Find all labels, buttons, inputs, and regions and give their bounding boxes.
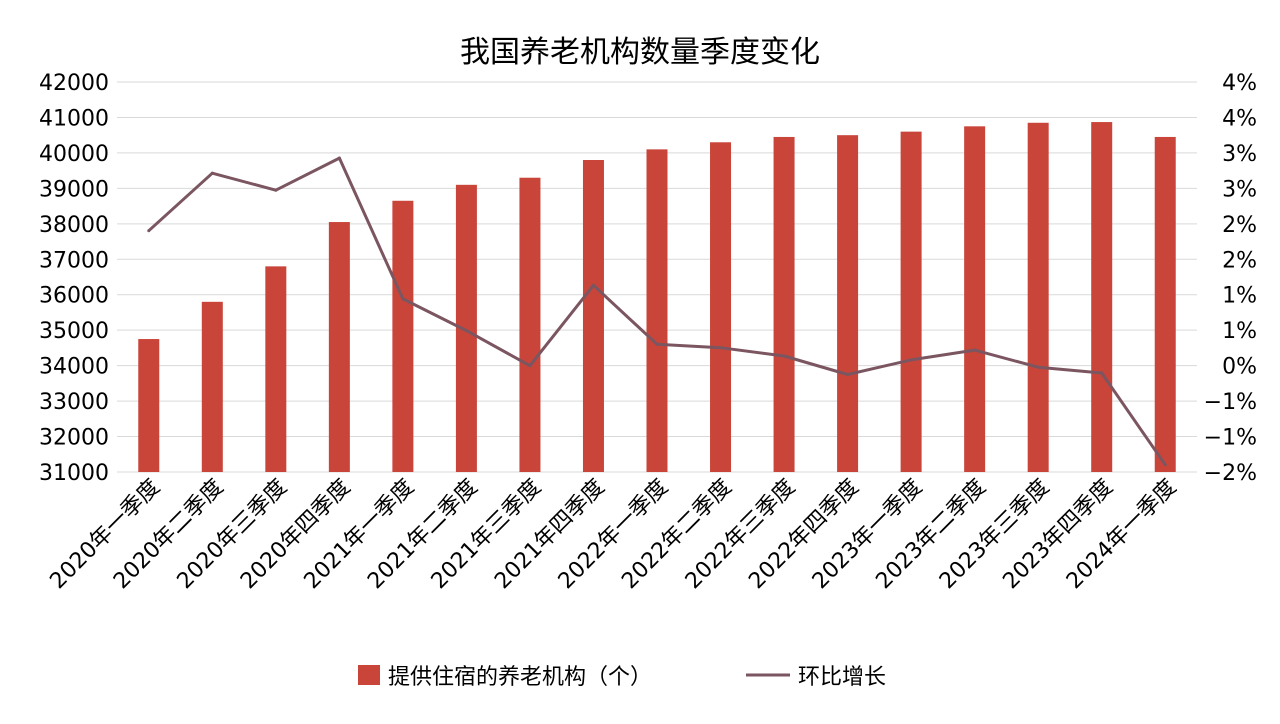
right-tick-label: −1% xyxy=(1204,390,1257,415)
left-tick-label: 39000 xyxy=(39,177,109,202)
right-tick-label: 4% xyxy=(1222,106,1257,131)
line-point xyxy=(337,156,341,160)
line-point xyxy=(464,329,468,333)
right-tick-label: 0% xyxy=(1222,355,1257,380)
x-tick-label: 2022年四季度 xyxy=(744,475,864,595)
line-point xyxy=(591,283,595,287)
bar xyxy=(582,160,604,472)
line-point xyxy=(274,188,278,192)
right-tick-label: 3% xyxy=(1222,142,1257,167)
x-tick-label: 2021年二季度 xyxy=(363,475,483,595)
left-tick-label: 31000 xyxy=(39,461,109,486)
bar xyxy=(1027,122,1049,472)
x-tick-label: 2021年四季度 xyxy=(490,475,610,595)
left-tick-label: 37000 xyxy=(39,248,109,273)
x-tick-label: 2022年一季度 xyxy=(554,475,674,595)
left-tick-label: 41000 xyxy=(39,106,109,131)
x-tick-label: 2020年四季度 xyxy=(236,475,356,595)
bar xyxy=(138,339,160,472)
x-tick-label: 2023年一季度 xyxy=(808,475,928,595)
right-tick-label: 2% xyxy=(1222,248,1257,273)
bar xyxy=(265,266,287,472)
left-y-axis: 31000 32000 33000 34000 35000 36000 37000 38000… xyxy=(39,71,109,486)
left-tick-label: 36000 xyxy=(39,284,109,309)
x-tick-label: 2020年一季度 xyxy=(46,475,166,595)
left-tick-label: 38000 xyxy=(39,213,109,238)
right-tick-label: −1% xyxy=(1204,426,1257,451)
bar xyxy=(1154,136,1176,473)
line-point xyxy=(147,229,151,233)
bar xyxy=(1091,122,1113,473)
legend-label-bar: 提供住宿的养老机构（个） xyxy=(388,665,652,690)
line-point xyxy=(782,354,786,358)
x-axis: 2020年一季度2020年二季度2020年三季度2020年四季度2021年一季度… xyxy=(46,475,1182,595)
right-tick-label: 1% xyxy=(1222,284,1257,309)
x-tick-label: 2022年二季度 xyxy=(617,475,737,595)
line-point xyxy=(1036,365,1040,369)
bar-series xyxy=(138,122,1176,473)
x-tick-label: 2023年三季度 xyxy=(935,475,1055,595)
x-tick-label: 2023年二季度 xyxy=(871,475,991,595)
line-point xyxy=(719,346,723,350)
line-point xyxy=(1163,463,1167,467)
right-y-axis: −2% −1% −1% 0% 1% 1% 2% 2% 3% 3% 4% 4% xyxy=(1204,71,1257,486)
line-point xyxy=(655,342,659,346)
x-tick-label: 2021年三季度 xyxy=(427,475,547,595)
line-point xyxy=(1100,371,1104,375)
right-tick-label: −2% xyxy=(1204,461,1257,486)
left-tick-label: 33000 xyxy=(39,390,109,415)
line-point xyxy=(973,348,977,352)
chart-title: 我国养老机构数量季度变化 xyxy=(460,35,820,70)
line-point xyxy=(528,364,532,368)
bar xyxy=(773,136,795,473)
legend: 提供住宿的养老机构（个） 环比增长 xyxy=(358,665,886,690)
bar xyxy=(328,222,350,472)
right-tick-label: 2% xyxy=(1222,213,1257,238)
line-point xyxy=(210,171,214,175)
right-tick-label: 4% xyxy=(1222,71,1257,96)
x-tick-label: 2024年一季度 xyxy=(1062,475,1182,595)
left-tick-label: 34000 xyxy=(39,355,109,380)
legend-label-line: 环比增长 xyxy=(798,665,886,690)
x-tick-label: 2020年二季度 xyxy=(109,475,229,595)
x-tick-label: 2020年三季度 xyxy=(173,475,293,595)
right-tick-label: 1% xyxy=(1222,319,1257,344)
left-tick-label: 32000 xyxy=(39,426,109,451)
x-tick-label: 2023年四季度 xyxy=(998,475,1118,595)
line-series xyxy=(147,156,1167,467)
bar xyxy=(455,184,477,472)
bar xyxy=(900,131,922,473)
x-tick-label: 2022年三季度 xyxy=(681,475,801,595)
bar xyxy=(392,200,414,473)
bar xyxy=(837,135,859,472)
bar xyxy=(519,177,541,472)
left-tick-label: 40000 xyxy=(39,142,109,167)
bar xyxy=(964,126,986,473)
right-tick-label: 3% xyxy=(1222,177,1257,202)
x-tick-label: 2021年一季度 xyxy=(300,475,420,595)
legend-swatch-bar xyxy=(358,665,380,685)
line-point xyxy=(401,297,405,301)
line-point xyxy=(846,373,850,376)
left-tick-label: 42000 xyxy=(39,71,109,96)
left-tick-label: 35000 xyxy=(39,319,109,344)
bar xyxy=(201,301,223,472)
bar xyxy=(710,142,732,473)
bar xyxy=(646,149,668,472)
line-point xyxy=(909,358,913,362)
